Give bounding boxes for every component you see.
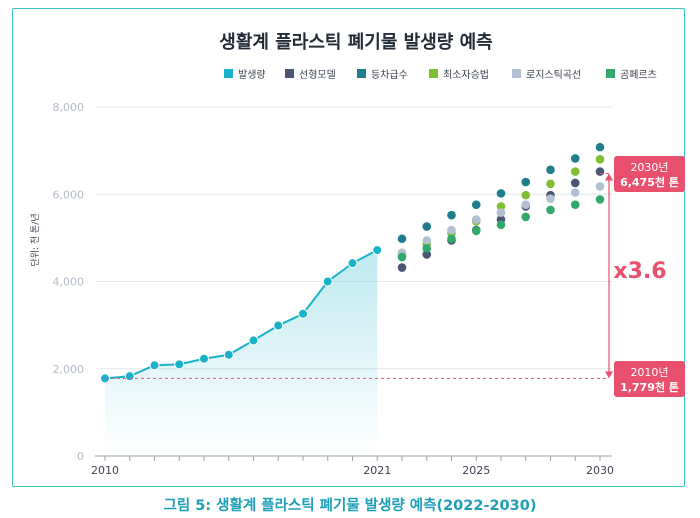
legend-swatch (224, 69, 233, 78)
plot-area (100, 142, 605, 456)
data-point-곰페르츠 (447, 234, 456, 244)
data-point-최소자승법 (496, 202, 506, 211)
top-callout-line2: 6,475천 톤 (620, 175, 679, 189)
legend-swatch (512, 69, 521, 78)
arrow-down-icon (605, 371, 613, 379)
data-point-로지스틱곡선 (570, 188, 580, 197)
x-tick-label: 2030 (586, 464, 614, 477)
data-point-등차급수 (397, 234, 407, 244)
y-axis-label: 단위: 천 톤/년 (30, 213, 41, 266)
data-point-로지스틱곡선 (496, 208, 506, 217)
data-point-최소자승법 (595, 155, 605, 164)
data-point-발생량 (372, 245, 383, 256)
legend-swatch (357, 69, 366, 78)
data-point-발생량 (322, 276, 333, 287)
data-point-곰페르츠 (570, 200, 580, 210)
data-point-선형모델 (397, 263, 407, 272)
data-point-발생량 (199, 353, 209, 364)
data-point-최소자승법 (546, 179, 555, 189)
data-point-곰페르츠 (422, 244, 432, 253)
data-point-등차급수 (447, 210, 456, 220)
top-callout-box (614, 156, 685, 192)
data-point-발생량 (298, 308, 308, 319)
legend-label: 곰페르츠 (620, 69, 657, 81)
data-point-최소자승법 (570, 167, 580, 176)
y-tick-label: 6,000 (53, 188, 85, 201)
bottom-callout-box (614, 361, 685, 397)
y-tick-label: 4,000 (53, 276, 85, 289)
data-point-등차급수 (422, 222, 432, 231)
chart-frame (12, 8, 685, 487)
data-point-등차급수 (546, 165, 555, 175)
legend-label: 발생량 (238, 69, 266, 81)
data-point-등차급수 (521, 177, 531, 187)
data-point-곰페르츠 (595, 195, 605, 204)
data-point-곰페르츠 (521, 212, 531, 222)
legend: 발생량 선형모델 등차급수 최소자승법 로지스틱곡선 곰페르츠 (224, 69, 657, 81)
x-tick-label: 2021 (363, 464, 391, 477)
data-point-곰페르츠 (471, 226, 481, 236)
axes: 2010 2021 2025 2030 (91, 456, 614, 477)
data-point-로지스틱곡선 (595, 182, 605, 191)
data-point-로지스틱곡선 (471, 215, 481, 224)
data-point-선형모델 (595, 167, 605, 176)
data-point-최소자승법 (521, 190, 531, 200)
data-point-발생량 (124, 371, 135, 382)
data-point-등차급수 (471, 200, 481, 210)
data-point-로지스틱곡선 (546, 194, 555, 203)
data-point-로지스틱곡선 (521, 200, 531, 210)
legend-swatch (429, 69, 438, 78)
data-point-등차급수 (570, 154, 580, 163)
data-point-등차급수 (595, 142, 605, 152)
top-callout-line1: 2030년 (630, 161, 668, 174)
data-point-곰페르츠 (397, 252, 407, 262)
legend-label: 등차급수 (371, 69, 408, 81)
bottom-callout-line1: 2010년 (630, 366, 668, 379)
arrow-up-icon (605, 173, 613, 181)
y-tick-label: 2,000 (53, 363, 85, 376)
x-tick-label: 2010 (91, 464, 119, 477)
legend-label: 로지스틱곡선 (526, 69, 581, 81)
annotations: 2030년 6,475천 톤 2010년 1,779천 톤 x3.6 (105, 156, 685, 397)
data-point-발생량 (223, 349, 234, 360)
historical-area (105, 250, 378, 456)
data-point-등차급수 (496, 189, 506, 198)
data-point-로지스틱곡선 (422, 236, 432, 245)
legend-label: 최소자승법 (443, 69, 489, 81)
x-tick-label: 2025 (462, 464, 490, 477)
data-point-선형모델 (570, 178, 580, 188)
bottom-callout-line2: 1,779천 톤 (620, 380, 679, 394)
data-point-로지스틱곡선 (447, 225, 456, 235)
data-point-선형모델 (422, 250, 432, 259)
y-tick-label: 8,000 (53, 101, 85, 114)
data-point-발생량 (273, 320, 284, 331)
data-point-발생량 (149, 360, 160, 371)
legend-swatch (606, 69, 615, 78)
data-point-발생량 (347, 258, 358, 269)
data-point-발생량 (174, 359, 185, 370)
y-tick-label: 0 (77, 450, 84, 463)
legend-swatch (285, 69, 294, 78)
chart-title: 생활계 플라스틱 폐기물 발생량 예측 (219, 32, 492, 53)
data-point-발생량 (248, 335, 259, 346)
data-point-곰페르츠 (546, 205, 555, 215)
figure-caption: 그림 5: 생활계 플라스틱 폐기물 발생량 예측(2022-2030) (163, 498, 537, 514)
chart: 생활계 플라스틱 폐기물 발생량 예측 발생량 선형모델 등차급수 최소자승법 로지스틱… (30, 32, 685, 477)
data-point-곰페르츠 (496, 220, 506, 230)
multiplier-label: x3.6 (613, 259, 666, 284)
legend-label: 선형모델 (299, 69, 336, 81)
